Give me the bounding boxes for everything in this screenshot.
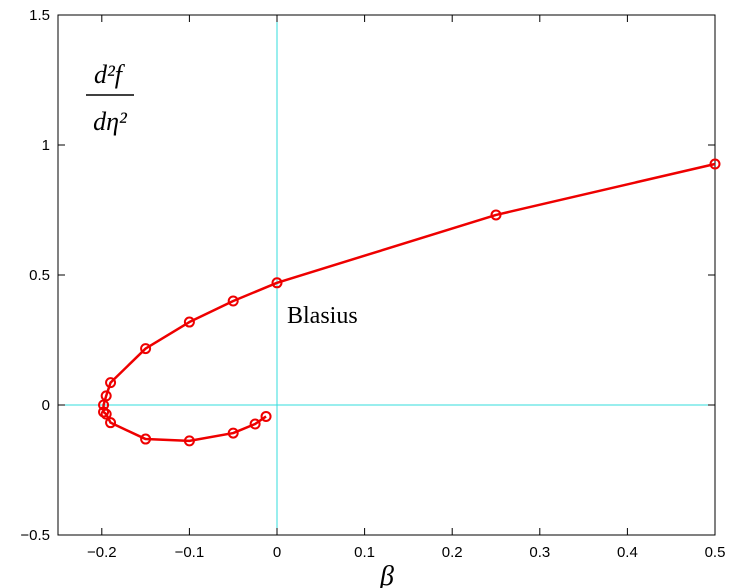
reference-lines — [58, 15, 715, 535]
plot-area — [57, 14, 716, 536]
y-tick-label: 0 — [42, 397, 50, 414]
annotation-label: Blasius — [287, 303, 358, 329]
y-axis-label-numerator: d²f — [94, 60, 126, 89]
data-point — [249, 418, 261, 430]
y-axis-label: d²f dη² — [86, 60, 134, 136]
x-tick-label: 0.5 — [705, 544, 726, 561]
data-point — [183, 316, 195, 328]
data-point — [260, 410, 272, 422]
data-point — [490, 209, 502, 221]
data-point — [271, 277, 283, 289]
x-tick-label: 0 — [273, 544, 281, 561]
y-tick-label: 1.5 — [29, 7, 50, 24]
y-tick-label: −0.5 — [20, 527, 50, 544]
x-tick-label: 0.2 — [442, 544, 463, 561]
data-point — [183, 435, 195, 447]
x-tick-label: 0.4 — [617, 544, 638, 561]
y-axis-label-denominator: dη² — [93, 107, 128, 136]
data-point — [709, 158, 721, 170]
data-point — [105, 417, 117, 429]
axis-ticks: −0.2 −0.1 0 0.1 0.2 0.3 0.4 0.5 −0.5 0 0.5 1 1.5 — [20, 7, 725, 561]
data-point — [227, 427, 239, 439]
data-point — [140, 343, 152, 355]
x-tick-label: 0.3 — [529, 544, 550, 561]
x-axis-label: β — [379, 561, 394, 588]
y-tick-label: 1 — [42, 137, 50, 154]
data-point — [100, 408, 112, 420]
x-tick-label: 0.1 — [354, 544, 375, 561]
data-point — [140, 433, 152, 445]
y-tick-label: 0.5 — [29, 267, 50, 284]
annotations: Blasius — [287, 303, 358, 329]
data-point — [105, 377, 117, 389]
series-line — [102, 162, 716, 443]
data-series — [98, 158, 721, 447]
x-tick-label: −0.2 — [87, 544, 117, 561]
data-point — [227, 295, 239, 307]
x-tick-label: −0.1 — [175, 544, 205, 561]
data-point — [98, 406, 110, 418]
